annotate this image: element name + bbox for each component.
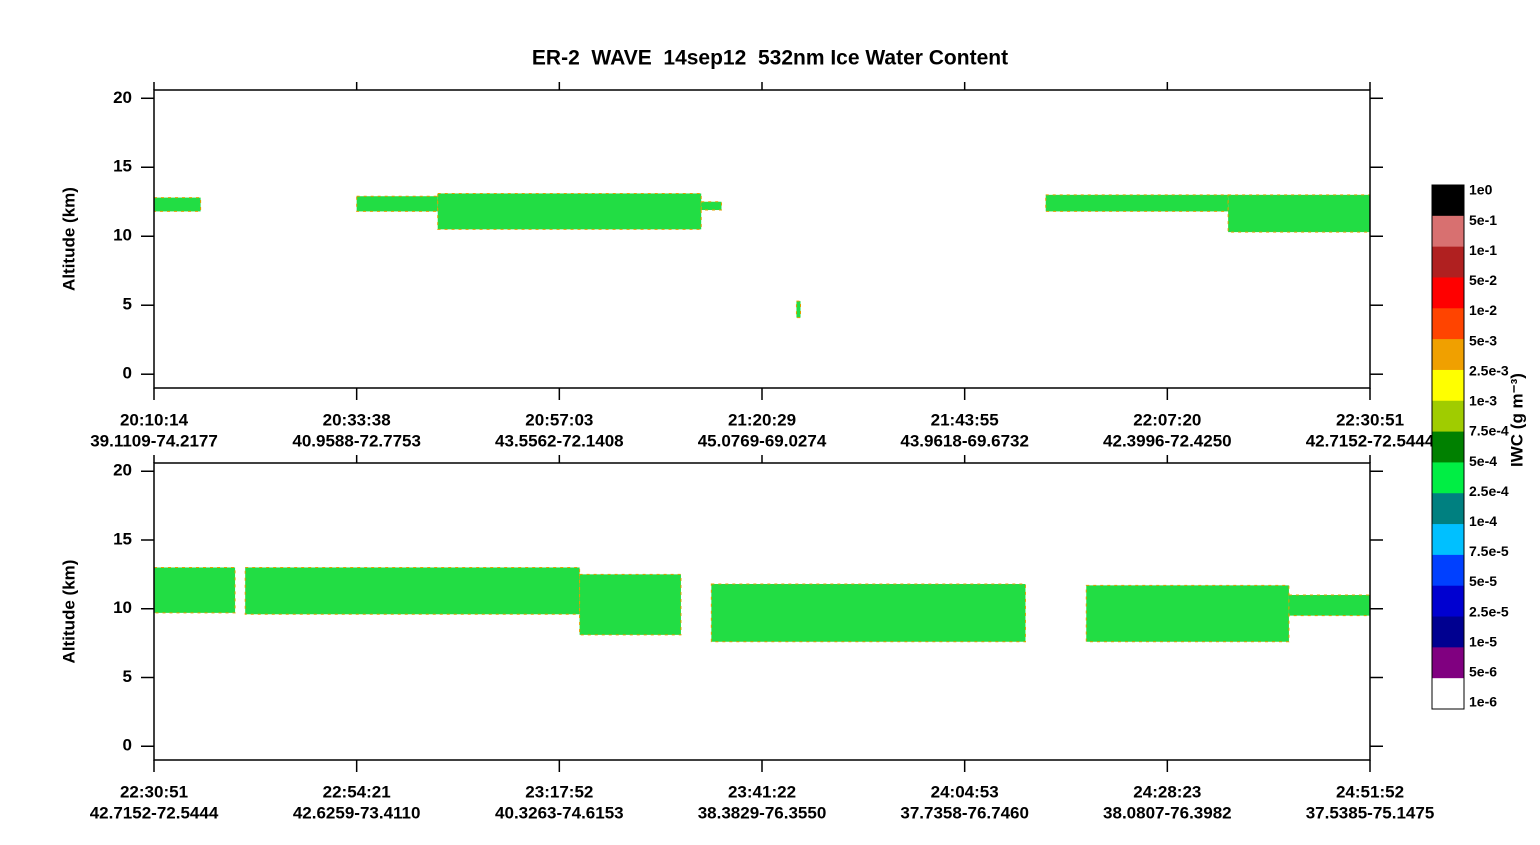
x-tick-time: 22:54:21	[323, 782, 391, 801]
x-tick-location: 45.0769-69.0274	[698, 431, 827, 450]
x-tick-time: 22:07:20	[1133, 410, 1201, 429]
colorbar-label: 5e-4	[1469, 453, 1497, 469]
x-tick-time: 20:10:14	[120, 410, 189, 429]
cloud-region	[795, 300, 802, 319]
cloud-region	[153, 197, 202, 212]
figure-title: ER-2 WAVE 14sep12 532nm Ice Water Conten…	[532, 47, 1008, 70]
x-tick-location: 40.3263-74.6153	[495, 803, 624, 822]
cloud-region	[1227, 194, 1371, 233]
colorbar-label: 2.5e-5	[1469, 603, 1509, 619]
cloud-region	[244, 567, 581, 615]
x-tick-location: 39.1109-74.2177	[90, 431, 218, 450]
colorbar-swatch	[1432, 647, 1464, 679]
plot-frame	[153, 89, 1371, 389]
x-tick-location: 42.7152-72.5444	[90, 803, 219, 822]
colorbar-swatch	[1432, 431, 1464, 463]
x-tick-time: 23:17:52	[525, 782, 593, 801]
x-tick-time: 21:20:29	[728, 410, 796, 429]
cloud-region	[1085, 584, 1290, 643]
x-tick-location: 43.9618-69.6732	[900, 431, 1029, 450]
colorbar-swatch	[1432, 246, 1464, 278]
colorbar-swatch	[1432, 493, 1464, 525]
colorbar-label: 1e-3	[1469, 393, 1497, 409]
colorbar-swatch	[1432, 462, 1464, 494]
cloud-region	[356, 195, 439, 212]
x-tick-time: 24:28:23	[1133, 782, 1201, 801]
colorbar-label: 2.5e-3	[1469, 362, 1509, 378]
colorbar-swatch	[1432, 308, 1464, 340]
y-tick-label: 5	[123, 295, 132, 314]
colorbar-label: 2.5e-4	[1469, 483, 1509, 499]
colorbar-swatch	[1432, 554, 1464, 587]
x-tick-time: 21:43:55	[931, 410, 999, 429]
cloud-region	[437, 192, 702, 230]
x-tick-time: 23:41:22	[728, 782, 796, 801]
colorbar-label: 7.5e-5	[1469, 543, 1509, 559]
colorbar-label: 1e-2	[1469, 302, 1497, 318]
colorbar-swatch	[1432, 277, 1464, 309]
colorbar-label: 5e-2	[1469, 272, 1497, 288]
colorbar-swatch	[1432, 524, 1464, 556]
x-tick-location: 42.6259-73.4110	[293, 803, 421, 822]
x-tick-location: 42.3996-72.4250	[1103, 431, 1232, 450]
cloud-region	[710, 583, 1026, 643]
colorbar-label: 1e0	[1469, 182, 1493, 198]
colorbar-label: 1e-5	[1469, 633, 1497, 649]
colorbar-label: 1e-1	[1469, 242, 1497, 258]
colorbar-label: 5e-5	[1469, 573, 1497, 589]
colorbar-swatch	[1432, 616, 1464, 648]
x-tick-location: 38.0807-76.3982	[1103, 803, 1232, 822]
colorbar-swatch	[1432, 400, 1464, 433]
x-tick-time: 22:30:51	[1336, 410, 1404, 429]
colorbar-swatch	[1432, 215, 1464, 248]
y-tick-label: 10	[113, 598, 132, 617]
x-tick-location: 37.7358-76.7460	[900, 803, 1029, 822]
y-tick-label: 10	[113, 226, 132, 245]
y-tick-label: 0	[123, 364, 132, 383]
cloud-region	[1288, 594, 1371, 617]
cloud-region	[153, 567, 236, 614]
x-tick-time: 24:04:53	[931, 782, 999, 801]
colorbar-label: 1e-6	[1469, 694, 1497, 710]
colorbar-swatch	[1432, 339, 1464, 371]
y-tick-label: 0	[123, 736, 132, 755]
x-tick-location: 38.3829-76.3550	[698, 803, 827, 822]
x-tick-time: 20:57:03	[525, 410, 593, 429]
colorbar-label: 7.5e-4	[1469, 423, 1509, 439]
x-tick-time: 24:51:52	[1336, 782, 1404, 801]
x-tick-location: 40.9588-72.7753	[292, 431, 421, 450]
colorbar-label: 5e-3	[1469, 332, 1497, 348]
colorbar-swatch	[1432, 678, 1464, 710]
x-tick-location: 42.7152-72.5444	[1306, 431, 1435, 450]
cloud-region	[579, 573, 682, 636]
x-tick-time: 20:33:38	[323, 410, 391, 429]
colorbar-title: IWC (g m⁻³)	[1507, 373, 1526, 467]
cloud-region	[1045, 194, 1229, 212]
x-tick-location: 43.5562-72.1408	[495, 431, 624, 450]
y-tick-label: 15	[113, 157, 132, 176]
colorbar-label: 1e-4	[1469, 513, 1497, 529]
colorbar-swatch	[1432, 185, 1464, 217]
colorbar-swatch	[1432, 369, 1464, 402]
cloud-region	[700, 201, 722, 211]
x-tick-location: 37.5385-75.1475	[1306, 803, 1435, 822]
colorbar-label: 5e-1	[1469, 212, 1497, 228]
y-axis-label: Altitude (km)	[59, 187, 78, 291]
colorbar-swatch	[1432, 585, 1464, 618]
colorbar-frame	[1431, 184, 1465, 710]
y-axis-label: Altitude (km)	[59, 560, 78, 664]
x-tick-time: 22:30:51	[120, 782, 188, 801]
y-tick-label: 15	[113, 529, 132, 548]
y-tick-label: 20	[113, 88, 132, 107]
y-tick-label: 20	[113, 461, 132, 480]
y-tick-label: 5	[123, 667, 132, 686]
colorbar-label: 5e-6	[1469, 664, 1497, 680]
